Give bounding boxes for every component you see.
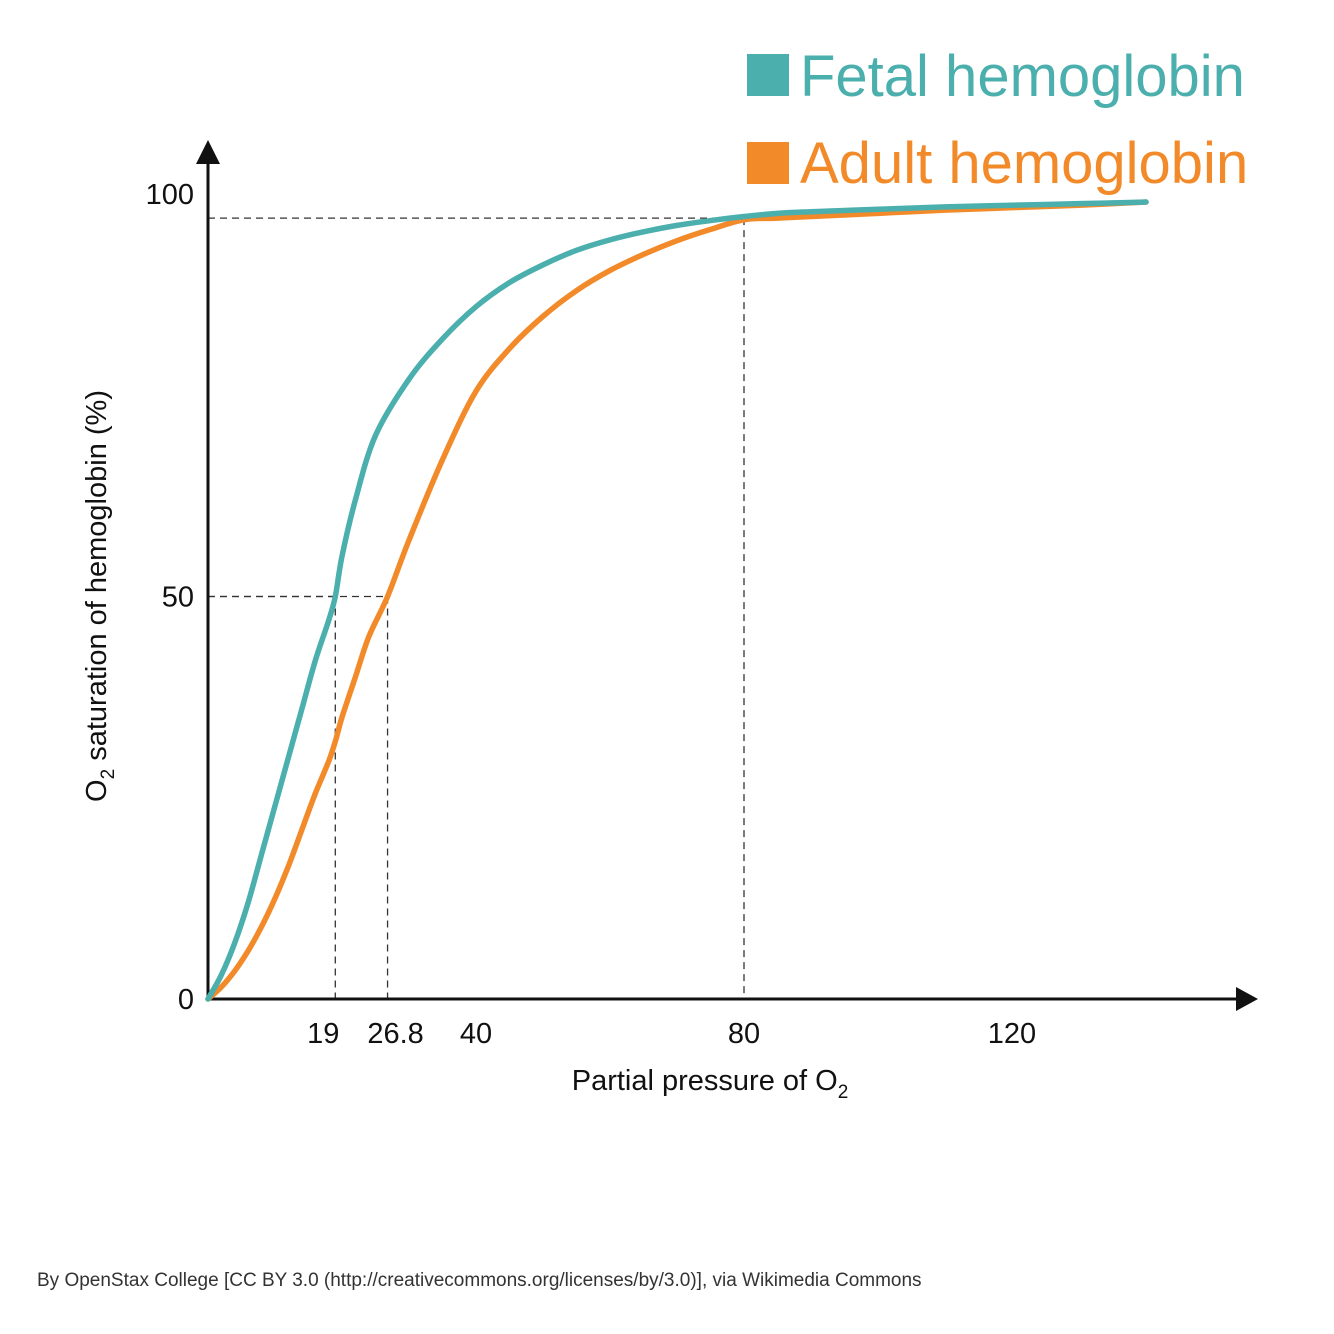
y-axis-title: O2 saturation of hemoglobin (%) [81,390,119,802]
x-axis-title-subscript: 2 [838,1082,849,1103]
y-axis-arrow [196,140,220,164]
y-axis-title-subscript: 2 [98,769,119,780]
y-axis-title-post: saturation of hemoglobin (%) [81,390,113,769]
reference-lines [208,217,745,999]
y-axis-title-pre: O [81,779,113,802]
legend-swatch-adult [747,142,789,184]
y-tick-label: 50 [162,582,194,614]
series-layer [205,199,1149,1002]
y-tick-label: 0 [178,984,194,1016]
x-axis-title: Partial pressure of O2 [572,1065,849,1103]
legend: Fetal hemoglobin Adult hemoglobin [747,44,1248,196]
x-tick-label: 80 [728,1018,760,1050]
x-tick-label: 120 [988,1018,1036,1050]
y-tick-label: 100 [146,179,194,211]
series-line-fetal [205,199,1149,1002]
x-tick-labels: 19 26.8 40 80 120 [307,1018,1036,1050]
series-line-adult [205,199,1149,1002]
x-axis-arrow [1236,987,1258,1011]
legend-label-adult: Adult hemoglobin [800,131,1248,196]
legend-label-fetal: Fetal hemoglobin [800,44,1245,109]
x-axis-title-main: Partial pressure of O [572,1065,838,1097]
x-tick-label: 40 [460,1018,492,1050]
x-tick-label: 26.8 [367,1018,423,1050]
legend-swatch-fetal [747,54,789,96]
y-tick-labels: 0 50 100 [146,179,194,1016]
attribution-credit: By OpenStax College [CC BY 3.0 (http://c… [37,1270,922,1291]
x-tick-label: 19 [307,1018,339,1050]
